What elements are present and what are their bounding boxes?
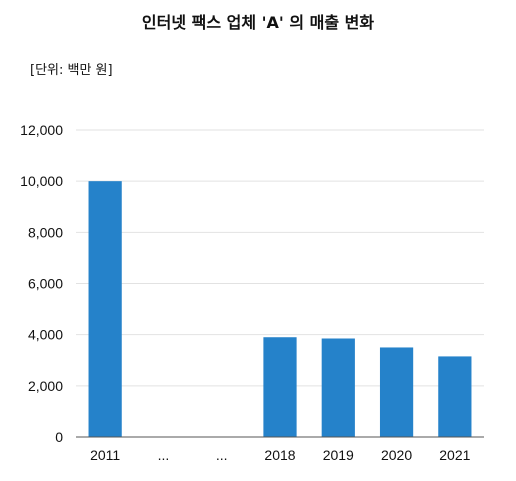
x-tick-label: ... [158, 447, 170, 463]
y-tick-label: 10,000 [20, 173, 63, 189]
x-tick-labels: 2011...... 2018 2019 2020 2021 [90, 447, 471, 463]
bar-2020 [379, 347, 414, 437]
bars [88, 181, 472, 437]
x-tick-label: 2011 [90, 447, 120, 463]
y-tick-label: 4,000 [28, 327, 63, 343]
chart-title: 인터넷 팩스 업체 'A' 의 매출 변화 [141, 13, 375, 32]
x-tick-label: 2020 [381, 447, 412, 463]
x-tick-label: 2021 [439, 447, 470, 463]
y-tick-label: 0 [55, 429, 63, 445]
bar-2018 [263, 337, 297, 437]
bar-2019 [321, 338, 355, 437]
x-tick-label: 2018 [264, 447, 295, 463]
unit-label: [단위: 백만 원] [30, 63, 113, 78]
y-tick-label: 2,000 [28, 378, 63, 394]
x-tick-label: ... [216, 447, 228, 463]
bar-2011 [88, 181, 122, 437]
y-tick-label: 6,000 [28, 276, 63, 292]
y-tick-label: 12,000 [20, 122, 63, 138]
x-tick-label: 2019 [323, 447, 354, 463]
y-tick-label: 8,000 [28, 224, 63, 240]
bar-2021 [438, 356, 472, 437]
y-tick-labels: 0 2,000 4,000 6,000 8,000 10,000 12,000 [20, 122, 63, 445]
